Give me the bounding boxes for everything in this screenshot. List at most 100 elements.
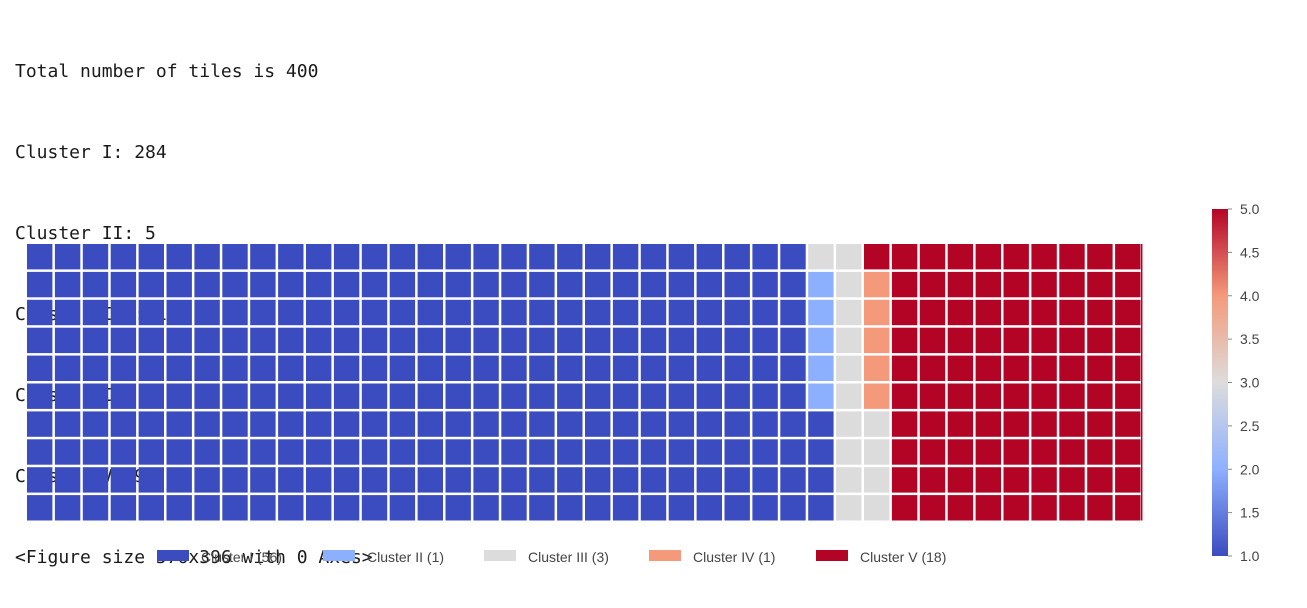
waffle-tile [333,271,360,298]
waffle-tile [27,327,53,354]
waffle-tile [640,299,667,326]
waffle-tile [1087,439,1113,465]
waffle-tile [975,355,1001,381]
waffle-tile [752,244,778,270]
waffle-tile [278,244,304,270]
waffle-tile [445,244,471,270]
waffle-tile [361,467,388,493]
legend-label: Cluster I (56) [201,549,282,565]
waffle-tile [585,411,611,437]
colorbar-tick-label: 1.5 [1240,505,1260,521]
waffle-tile [278,467,304,493]
waffle-tile [333,467,360,493]
waffle-tile [947,467,974,493]
waffle-tile [110,383,137,409]
waffle-tile [640,271,667,298]
waffle-tile [138,327,164,354]
waffle-tile [27,299,53,326]
output-line-cluster-2: Cluster II: 5 [15,223,156,244]
colorbar-tick-label: 4.5 [1240,244,1260,260]
waffle-tile [222,439,248,465]
waffle-tile [333,244,360,270]
waffle-tile [194,439,220,465]
waffle-tile [166,467,192,493]
waffle-tile [612,327,639,354]
waffle-tile [947,327,974,354]
waffle-tile [1115,439,1141,465]
waffle-tile [1115,383,1141,409]
waffle-tile [585,383,611,409]
waffle-tile [306,271,332,298]
waffle-tile [333,411,360,437]
waffle-tile [222,495,248,521]
waffle-tile [1087,495,1113,521]
waffle-tile [864,383,890,409]
waffle-tile [780,467,806,493]
waffle-tile [417,244,443,270]
waffle-tile [417,439,443,465]
waffle-tile [166,244,192,270]
waffle-tile [54,271,81,298]
waffle-tile [82,439,109,465]
waffle-tile [1115,467,1141,493]
waffle-tile [724,383,750,409]
waffle-tile [724,299,750,326]
waffle-tile [361,271,388,298]
waffle-tile [1003,467,1029,493]
waffle-tile [1003,495,1029,521]
waffle-tile [975,383,1001,409]
waffle-tile [780,355,806,381]
waffle-tile [110,355,137,381]
waffle-tile [54,383,81,409]
waffle-tile [110,411,137,437]
waffle-tile [110,495,137,521]
waffle-tile [417,299,443,326]
waffle-tile [110,271,137,298]
waffle-tile [836,271,862,298]
waffle-tile [612,411,639,437]
waffle-tile [585,299,611,326]
waffle-tile [836,467,862,493]
waffle-tile [445,383,471,409]
waffle-tile [222,383,248,409]
waffle-tile [278,411,304,437]
waffle-tile [194,327,220,354]
waffle-tile [1031,439,1057,465]
waffle-tile [891,299,918,326]
waffle-tile [306,355,332,381]
waffle-tile [278,383,304,409]
waffle-tile [1059,271,1085,298]
waffle-tile [808,299,834,326]
waffle-tile [278,271,304,298]
waffle-tile [27,271,53,298]
waffle-tile [54,327,81,354]
waffle-tile [138,299,164,326]
waffle-tile [668,411,695,437]
waffle-tile [557,383,583,409]
waffle-tile [724,411,750,437]
waffle-tile [445,439,471,465]
legend-label: Cluster II (1) [367,549,444,565]
waffle-tile [919,327,946,354]
waffle-tile [696,244,722,270]
waffle-tile [891,467,918,493]
waffle-tile [808,411,834,437]
waffle-tile [640,355,667,381]
waffle-tile [975,467,1001,493]
waffle-tile [306,411,332,437]
waffle-tile [306,383,332,409]
waffle-tile [947,495,974,521]
waffle-tile [1059,244,1085,270]
waffle-tile [919,467,946,493]
waffle-tile [529,383,555,409]
waffle-tile [1087,383,1113,409]
waffle-tile [501,383,527,409]
waffle-tile [417,411,443,437]
waffle-tile [54,244,81,270]
waffle-tile [445,299,471,326]
waffle-tile [752,411,778,437]
waffle-tile [612,271,639,298]
waffle-tile [947,299,974,326]
legend-swatch [157,550,189,561]
waffle-tile [668,355,695,381]
